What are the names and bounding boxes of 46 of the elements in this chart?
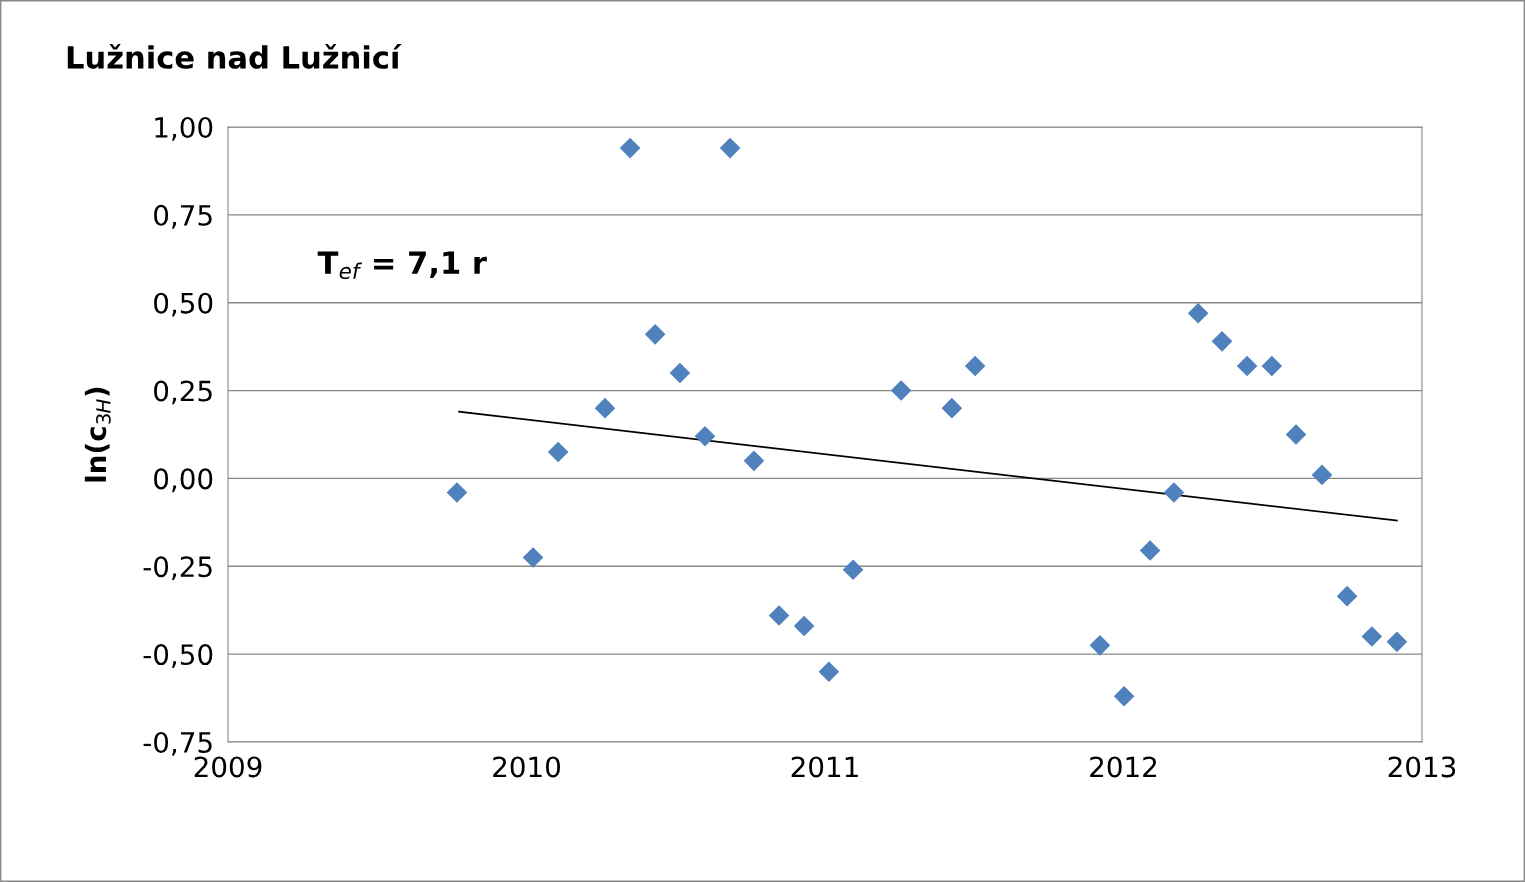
point [594, 397, 616, 419]
point [743, 450, 765, 472]
y-tick-label: 0,75 [154, 204, 212, 229]
point [1089, 635, 1111, 656]
point [547, 441, 569, 463]
x-tick-label: 2011 [791, 756, 858, 778]
point [842, 559, 864, 581]
chart-title: Lužnice nad Lužnicí [67, 43, 402, 69]
point [446, 482, 468, 503]
point [964, 355, 986, 377]
y-tick-label: -0,25 [143, 556, 212, 581]
point [768, 605, 790, 626]
y-tick-label: 0,00 [154, 468, 213, 493]
point [1336, 585, 1358, 607]
point [793, 615, 815, 637]
point [644, 324, 666, 345]
point [1285, 424, 1307, 445]
x-tick-label: 2010 [493, 756, 560, 778]
y-tick-label: 1,00 [155, 116, 213, 141]
point [1236, 355, 1258, 377]
y-tick-label: -0,75 [143, 731, 212, 756]
point [719, 137, 741, 159]
point [522, 547, 544, 568]
y-tick-label: 0,25 [154, 380, 212, 405]
point [694, 425, 716, 447]
point [1113, 686, 1135, 707]
point [890, 380, 912, 401]
y-tick-label: -0,50 [143, 644, 213, 668]
x-tick-label: 2013 [1388, 756, 1456, 778]
annotation: T$_{ef}$ = 7,1 r [317, 251, 487, 280]
point [941, 397, 963, 419]
point [1261, 355, 1283, 377]
point [669, 362, 691, 384]
point [1211, 331, 1233, 352]
point [619, 137, 641, 159]
point [1139, 540, 1161, 561]
x-tick-label: 2012 [1090, 756, 1157, 778]
y-tick-label: 0,50 [154, 292, 213, 317]
x-tick-label: 2009 [194, 756, 262, 778]
y-axis-title: ln(c$_{3H}$) [84, 387, 111, 482]
point [1386, 631, 1408, 653]
point [1311, 464, 1333, 486]
point [1163, 482, 1185, 503]
point [818, 661, 840, 683]
point [1187, 302, 1209, 324]
point [1361, 626, 1383, 647]
